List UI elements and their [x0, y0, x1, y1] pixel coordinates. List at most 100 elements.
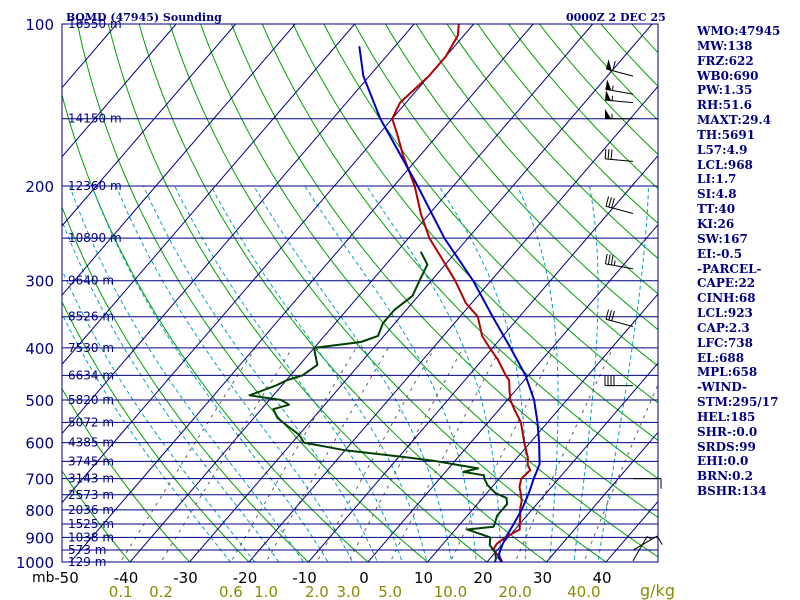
dry-adiabat: [231, 24, 658, 519]
index-item: STM:295/17: [697, 395, 779, 410]
index-item: FRZ:622: [697, 53, 754, 68]
height-label: 1038 m: [68, 530, 114, 544]
index-item: TT:40: [697, 202, 736, 217]
mixing-ratio-tick-label: 1.0: [254, 583, 278, 600]
index-item: LI:1.7: [697, 172, 737, 187]
wind-barb: [604, 375, 633, 387]
isotherm: [248, 85, 658, 562]
moist-adiabat: [115, 185, 354, 562]
stability-index-panel: WMO:47945 MW:138 FRZ:622 WB0:690 PW:1.35 RH:5…: [697, 24, 800, 499]
temperature-tick-label: -30: [173, 569, 198, 587]
index-item: LCL:968: [697, 157, 753, 172]
index-item: RH:51.6: [697, 98, 752, 113]
dry-adiabat: [384, 24, 658, 331]
temperature-tick-label: 10: [414, 569, 433, 587]
moist-adiabat: [210, 185, 428, 562]
index-item: WMO:47945: [697, 24, 781, 38]
temperature-tick-label: 20: [473, 569, 492, 587]
index-item: BRN:0.2: [697, 469, 753, 484]
mixing-ratio-tick-label: 5.0: [378, 583, 402, 600]
mixing-ratio-line: [347, 347, 464, 562]
isotherm: [62, 24, 356, 366]
wind-barb: [604, 253, 634, 270]
mixing-ratio-line: [449, 347, 556, 562]
height-label: 6634 m: [68, 368, 114, 382]
temperature-tick-label: -10: [292, 569, 317, 587]
height-label: 3143 m: [68, 472, 114, 486]
height-label: 5820 m: [68, 393, 114, 407]
temperature-tick-labels: -50 -40 -30 -20 -10 0 10 20 30 40: [54, 569, 611, 587]
pressure-tick-label: 900: [25, 529, 54, 547]
height-label: 16550 m: [68, 17, 122, 31]
mixing-ratio-tick-label: 0.2: [149, 583, 173, 600]
dry-adiabat: [354, 24, 658, 367]
mixing-ratio-line: [514, 347, 614, 562]
moist-adiabat: [62, 312, 232, 562]
index-item: HEL:185: [697, 409, 756, 424]
moist-adiabat: [365, 185, 502, 562]
wind-barb: [605, 108, 633, 120]
dry-adiabat: [415, 24, 658, 295]
moist-adiabat: [304, 185, 477, 562]
wind-barb: [632, 536, 652, 562]
chart-header-station: BQMD (47945) Sounding: [66, 11, 222, 24]
pressure-tick-label: 200: [25, 178, 54, 196]
mixing-ratio-tick-label: 2.0: [305, 583, 329, 600]
index-item: SW:167: [697, 231, 748, 246]
dry-adiabat: [138, 24, 548, 562]
isotherm: [367, 224, 658, 562]
isotherm: [486, 362, 658, 562]
height-label: 5072 m: [68, 415, 114, 429]
mixing-ratio-line: [120, 347, 256, 562]
pressure-tick-label: 300: [25, 273, 54, 291]
mixing-ratio-tick-label: 0.1: [109, 583, 133, 600]
dry-adiabat: [62, 470, 131, 562]
parcel-trace: [358, 46, 541, 562]
index-item: MAXT:29.4: [697, 113, 772, 128]
height-label: 3745 m: [68, 454, 114, 468]
isotherm: [545, 431, 658, 562]
mixing-ratio-unit-label: g/kg: [640, 581, 675, 600]
pressure-tick-label: 500: [25, 392, 54, 410]
moist-adiabat: [597, 185, 649, 562]
index-item: -PARCEL-: [697, 261, 762, 276]
isotherm: [62, 24, 237, 227]
mixing-ratio-line: [265, 347, 389, 562]
chart-header-time: 0000Z 2 DEC 25: [566, 11, 666, 24]
index-item: TH:5691: [697, 127, 756, 142]
index-item: SHR-:0.0: [697, 424, 758, 439]
mixing-ratio-line: [389, 347, 502, 562]
dry-adiabat: [323, 24, 658, 404]
index-item: WB0:690: [697, 68, 759, 83]
height-label: 8526 m: [68, 310, 114, 324]
wind-barb: [605, 309, 634, 327]
isotherm: [62, 24, 475, 504]
dry-adiabat: [261, 24, 658, 480]
temperature-tick-label: -40: [114, 569, 139, 587]
sounding-traces: [248, 24, 541, 562]
isotherm: [129, 24, 594, 562]
moist-adiabat: [62, 268, 256, 562]
pressure-tick-labels: 100 200 300 400 500 600 700 800 900 1000: [16, 16, 54, 572]
pressure-tick-label: 700: [25, 471, 54, 489]
temperature-tick-label: 0: [359, 569, 369, 587]
moist-adiabat: [253, 185, 453, 562]
plot-frame: [61, 23, 659, 563]
index-item: LCL:923: [697, 306, 753, 321]
index-item: MW:138: [697, 38, 753, 53]
moist-adiabat: [516, 185, 559, 562]
dewpoint-trace: [248, 251, 509, 562]
isotherm: [188, 24, 653, 562]
pressure-tick-label: 400: [25, 340, 54, 358]
pressure-tick-label: 600: [25, 435, 54, 453]
height-label: 7530 m: [68, 341, 114, 355]
mixing-ratio-line: [316, 347, 435, 562]
dry-adiabat: [77, 24, 429, 562]
mixing-ratio-lines: [120, 347, 658, 562]
temperature-tick-label: -20: [233, 569, 258, 587]
index-item: -WIND-: [697, 380, 747, 395]
isotherm: [69, 24, 534, 562]
height-label: 4385 m: [68, 436, 114, 450]
mixing-ratio-tick-label: 10.0: [434, 583, 467, 600]
